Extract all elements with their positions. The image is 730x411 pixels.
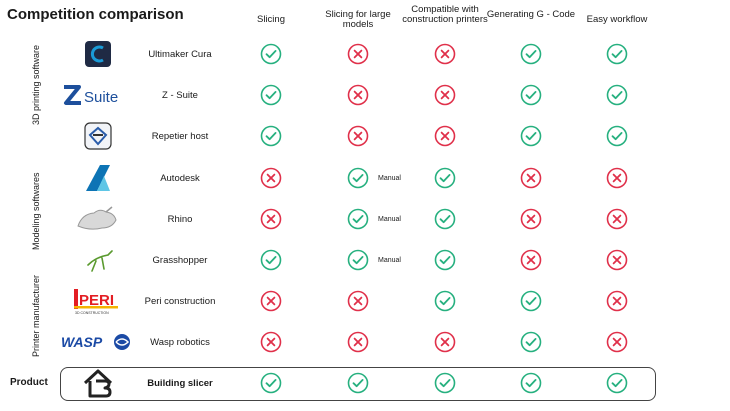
software-name: Autodesk — [160, 172, 200, 184]
repetier-host-logo-icon — [60, 121, 132, 151]
check-icon — [434, 208, 456, 230]
cross-icon — [434, 331, 456, 353]
product-label: Product — [10, 377, 48, 388]
cross-icon — [606, 290, 628, 312]
check-icon — [347, 249, 369, 271]
cross-icon — [347, 290, 369, 312]
check-icon — [347, 167, 369, 189]
table-row: Grasshopper Manual — [0, 240, 730, 280]
cross-icon — [606, 167, 628, 189]
peri-logo-icon: PERI 3D CONSTRUCTION — [60, 286, 132, 316]
column-header-workflow: Easy workflow — [586, 14, 648, 25]
cross-icon — [520, 208, 542, 230]
page-title: Competition comparison — [7, 6, 184, 23]
software-name: Wasp robotics — [150, 336, 210, 348]
check-icon — [520, 290, 542, 312]
check-icon — [347, 372, 369, 394]
cross-icon — [260, 290, 282, 312]
ultimaker-cura-logo-icon — [60, 39, 132, 69]
cross-icon — [606, 249, 628, 271]
column-header-gcode: Generating G - Code — [486, 9, 576, 20]
check-icon — [520, 84, 542, 106]
manual-note: Manual — [378, 256, 401, 264]
check-icon — [434, 372, 456, 394]
column-header-slicing-large: Slicing for large models — [325, 9, 391, 30]
svg-text:PERI: PERI — [79, 292, 114, 309]
table-row: Building slicer — [0, 363, 730, 403]
svg-text:Suite: Suite — [84, 89, 118, 106]
product-highlight-box — [60, 367, 656, 401]
check-icon — [520, 43, 542, 65]
check-icon — [606, 372, 628, 394]
software-name: Peri construction — [144, 295, 216, 307]
check-icon — [520, 125, 542, 147]
check-icon — [606, 84, 628, 106]
software-name: Z - Suite — [162, 89, 198, 101]
check-icon — [520, 372, 542, 394]
table-row: Ultimaker Cura — [0, 34, 730, 74]
manual-note: Manual — [378, 215, 401, 223]
column-header-compatible: Compatible with construction printers — [402, 4, 488, 25]
cross-icon — [347, 331, 369, 353]
z-suite-logo-icon: Suite — [60, 80, 132, 110]
check-icon — [260, 372, 282, 394]
svg-text:3D CONSTRUCTION: 3D CONSTRUCTION — [75, 311, 109, 315]
cross-icon — [347, 84, 369, 106]
check-icon — [434, 249, 456, 271]
software-name: Ultimaker Cura — [148, 48, 212, 60]
manual-note: Manual — [378, 174, 401, 182]
check-icon — [606, 125, 628, 147]
building-slicer-logo-icon — [60, 368, 132, 398]
cross-icon — [520, 249, 542, 271]
check-icon — [434, 167, 456, 189]
software-name: Repetier host — [151, 130, 209, 142]
software-name: Rhino — [167, 213, 193, 225]
software-name: Grasshopper — [152, 254, 208, 266]
cross-icon — [347, 43, 369, 65]
table-row: PERI 3D CONSTRUCTION Peri construction — [0, 281, 730, 321]
check-icon — [520, 331, 542, 353]
cross-icon — [434, 125, 456, 147]
table-row: Repetier host — [0, 116, 730, 156]
check-icon — [260, 249, 282, 271]
svg-text:WASP: WASP — [61, 334, 103, 350]
check-icon — [606, 43, 628, 65]
wasp-logo-icon: WASP — [60, 327, 132, 357]
check-icon — [347, 208, 369, 230]
table-row: Rhino Manual — [0, 199, 730, 239]
cross-icon — [347, 125, 369, 147]
cross-icon — [434, 84, 456, 106]
check-icon — [434, 290, 456, 312]
cross-icon — [260, 331, 282, 353]
check-icon — [260, 43, 282, 65]
cross-icon — [260, 208, 282, 230]
cross-icon — [606, 208, 628, 230]
grasshopper-logo-icon — [60, 245, 132, 275]
table-row: Suite Z - Suite — [0, 75, 730, 115]
column-header-slicing: Slicing — [257, 14, 285, 25]
software-name: Building slicer — [147, 377, 213, 389]
cross-icon — [434, 43, 456, 65]
check-icon — [260, 84, 282, 106]
cross-icon — [520, 167, 542, 189]
cross-icon — [260, 167, 282, 189]
cross-icon — [606, 331, 628, 353]
table-row: Autodesk Manual — [0, 158, 730, 198]
check-icon — [260, 125, 282, 147]
rhino-logo-icon — [60, 204, 132, 234]
autodesk-logo-icon — [60, 163, 132, 193]
table-row: WASP Wasp robotics — [0, 322, 730, 362]
